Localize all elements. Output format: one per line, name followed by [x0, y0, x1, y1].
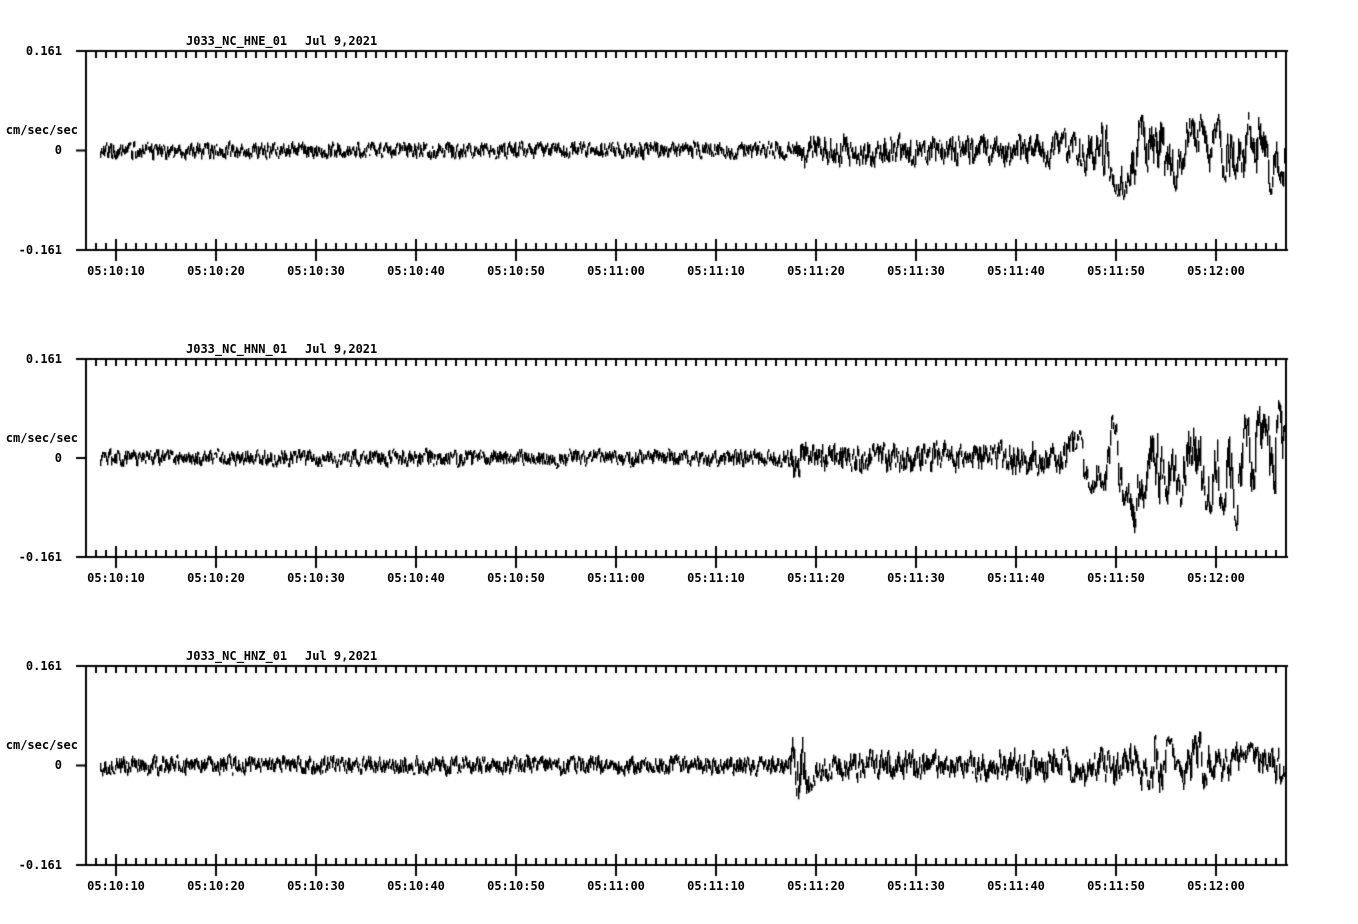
x-tick-label: 05:10:40: [387, 879, 445, 893]
x-tick-label: 05:12:00: [1187, 879, 1245, 893]
x-tick-label: 05:11:30: [887, 264, 945, 278]
x-tick-label: 05:10:10: [87, 879, 145, 893]
x-tick-label: 05:10:50: [487, 571, 545, 585]
x-tick-label: 05:11:30: [887, 879, 945, 893]
y-axis-min-label: -0.161: [18, 243, 62, 257]
x-tick-label: 05:11:50: [1087, 264, 1145, 278]
x-tick-label: 05:10:30: [287, 264, 345, 278]
y-axis-max-label: 0.161: [25, 352, 62, 366]
x-tick-label: 05:11:10: [687, 264, 745, 278]
y-axis-unit-label: cm/sec/sec: [5, 431, 78, 445]
x-tick-label: 05:11:00: [587, 879, 645, 893]
x-tick-label: 05:10:10: [87, 571, 145, 585]
x-tick-label: 05:11:10: [687, 879, 745, 893]
x-tick-label: 05:11:40: [987, 571, 1045, 585]
x-tick-label: 05:11:50: [1087, 879, 1145, 893]
panel-title-station: J033_NC_HNZ_01: [186, 649, 288, 663]
panel-title-date: Jul 9,2021: [305, 649, 378, 663]
x-tick-label: 05:10:50: [487, 264, 545, 278]
x-tick-label: 05:11:20: [787, 879, 845, 893]
x-tick-label: 05:11:10: [687, 571, 745, 585]
panel-title-station: J033_NC_HNE_01: [186, 34, 288, 48]
panel-title-date: Jul 9,2021: [305, 34, 378, 48]
x-tick-label: 05:10:20: [187, 571, 245, 585]
x-tick-label: 05:11:00: [587, 571, 645, 585]
x-tick-label: 05:10:50: [487, 879, 545, 893]
y-axis-zero-label: 0: [54, 143, 62, 157]
y-axis-min-label: -0.161: [18, 550, 62, 564]
x-tick-label: 05:11:40: [987, 264, 1045, 278]
y-axis-min-label: -0.161: [18, 858, 62, 872]
y-axis-unit-label: cm/sec/sec: [5, 738, 78, 752]
y-axis-unit-label: cm/sec/sec: [5, 123, 78, 137]
x-tick-label: 05:11:20: [787, 264, 845, 278]
x-tick-label: 05:11:20: [787, 571, 845, 585]
x-tick-label: 05:12:00: [1187, 264, 1245, 278]
y-axis-max-label: 0.161: [25, 44, 62, 58]
x-tick-label: 05:10:30: [287, 879, 345, 893]
panel-title-station: J033_NC_HNN_01: [186, 342, 288, 356]
x-tick-label: 05:11:50: [1087, 571, 1145, 585]
x-tick-label: 05:11:00: [587, 264, 645, 278]
y-axis-max-label: 0.161: [25, 659, 62, 673]
x-tick-label: 05:12:00: [1187, 571, 1245, 585]
y-axis-zero-label: 0: [54, 758, 62, 772]
x-tick-label: 05:10:20: [187, 879, 245, 893]
x-tick-label: 05:10:40: [387, 571, 445, 585]
x-tick-label: 05:10:20: [187, 264, 245, 278]
x-tick-label: 05:10:30: [287, 571, 345, 585]
panel-title-date: Jul 9,2021: [305, 342, 378, 356]
x-tick-label: 05:11:30: [887, 571, 945, 585]
y-axis-zero-label: 0: [54, 451, 62, 465]
x-tick-label: 05:10:40: [387, 264, 445, 278]
x-tick-label: 05:10:10: [87, 264, 145, 278]
x-tick-label: 05:11:40: [987, 879, 1045, 893]
